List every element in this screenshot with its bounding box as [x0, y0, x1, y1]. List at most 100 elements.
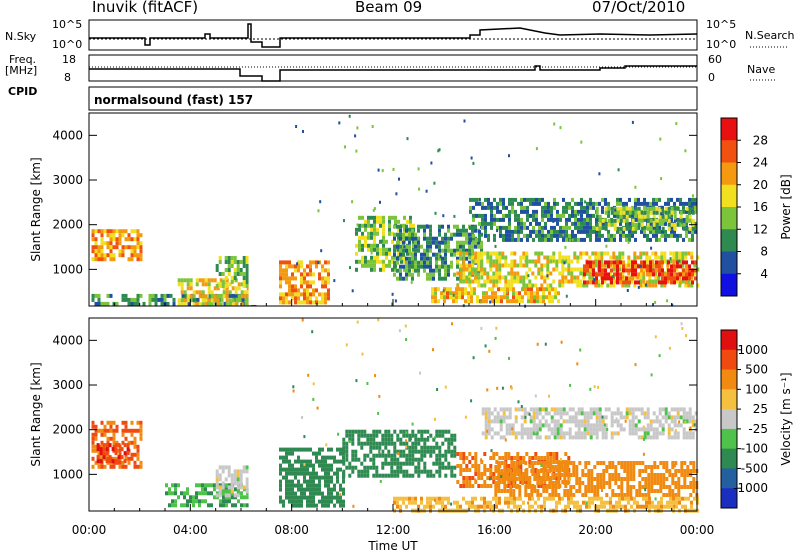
- power-cell: [522, 263, 526, 268]
- nsearch-tick-top: 10^5: [706, 18, 737, 31]
- velocity-cell: [105, 447, 109, 452]
- velocity-cell: [674, 485, 678, 489]
- power-cell: [438, 268, 441, 273]
- velocity-cell: [420, 457, 424, 462]
- power-cell: [294, 296, 297, 301]
- velocity-cell: [483, 452, 487, 456]
- power-cell: [282, 272, 285, 277]
- power-cell: [506, 299, 509, 304]
- power-cell: [518, 299, 521, 304]
- power-cell: [373, 231, 376, 236]
- power-speck: [549, 207, 552, 211]
- velocity-cell: [539, 481, 543, 485]
- power-cell: [643, 210, 647, 215]
- velocity-cell: [215, 493, 219, 498]
- power-cell: [477, 272, 480, 277]
- power-cell: [627, 255, 631, 260]
- velocity-cell: [574, 431, 578, 436]
- velocity-cell: [563, 473, 567, 477]
- velocity-cell: [552, 468, 556, 472]
- power-cell: [475, 201, 478, 206]
- power-cell: [652, 229, 655, 234]
- velocity-cell: [636, 500, 639, 505]
- velocity-cell: [525, 452, 529, 456]
- velocity-cell: [653, 477, 657, 481]
- velocity-cell: [634, 427, 638, 432]
- power-cell: [303, 288, 306, 293]
- power-cell: [649, 260, 652, 265]
- velocity-cell: [315, 491, 318, 496]
- velocity-cell: [222, 499, 225, 504]
- power-cell: [444, 236, 447, 241]
- velocity-speck: [312, 397, 315, 401]
- velocity-cell: [665, 485, 669, 489]
- velocity-cell: [622, 415, 626, 420]
- velocity-cell: [112, 432, 116, 437]
- velocity-cell: [553, 407, 557, 412]
- power-cell: [670, 222, 674, 227]
- power-cell: [160, 297, 164, 302]
- velocity-cell: [614, 481, 618, 485]
- power-cell: [546, 271, 550, 276]
- power-cell: [528, 259, 532, 264]
- power-cell: [553, 217, 556, 222]
- velocity-cell: [106, 456, 110, 461]
- velocity-cell: [632, 469, 636, 473]
- velocity-cell: [339, 447, 342, 452]
- power-cell: [537, 259, 541, 264]
- velocity-cell: [638, 461, 642, 465]
- power-cell: [676, 222, 680, 227]
- velocity-cell: [490, 435, 494, 440]
- power-cell: [282, 260, 285, 265]
- velocity-cell: [505, 427, 509, 432]
- power-cell: [237, 286, 241, 291]
- power-cell: [228, 298, 232, 303]
- velocity-cell: [555, 460, 559, 464]
- power-speck: [660, 212, 663, 216]
- power-cell: [388, 251, 391, 256]
- velocity-cell: [477, 464, 481, 468]
- power-cell: [643, 214, 647, 219]
- power-cell: [490, 221, 493, 226]
- velocity-cell: [417, 469, 421, 474]
- power-cell: [279, 300, 282, 305]
- power-speck: [442, 214, 445, 218]
- velocity-cell: [614, 465, 618, 469]
- velocity-cell: [297, 483, 300, 488]
- velocity-cell: [315, 471, 318, 476]
- velocity-cell: [330, 475, 333, 480]
- velocity-cell: [486, 500, 489, 505]
- velocity-cell: [414, 496, 417, 501]
- velocity-cell: [671, 493, 675, 497]
- power-cell: [154, 301, 158, 306]
- velocity-cell: [483, 472, 487, 476]
- velocity-speck: [536, 342, 539, 346]
- power-cell: [361, 259, 364, 264]
- power-cell: [393, 272, 396, 277]
- power-cell: [595, 229, 598, 234]
- power-cell: [658, 268, 661, 273]
- velocity-cell: [222, 503, 225, 508]
- velocity-cell: [676, 411, 680, 416]
- velocity-cell: [399, 496, 402, 501]
- velocity-cell: [609, 500, 612, 505]
- velocity-cell: [641, 469, 645, 473]
- power-cell: [685, 229, 688, 234]
- velocity-cell: [586, 431, 590, 436]
- velocity-cell: [615, 504, 618, 509]
- velocity-cell: [652, 419, 656, 424]
- power-cell: [220, 297, 224, 302]
- power-cell: [121, 293, 125, 298]
- power-cell: [510, 283, 514, 288]
- power-cell: [482, 295, 485, 300]
- power-cell: [625, 268, 628, 273]
- power-cell: [501, 251, 505, 256]
- power-cell: [97, 249, 101, 254]
- power-cell: [370, 255, 373, 260]
- velocity-cell: [294, 491, 297, 496]
- velocity-cell: [589, 415, 593, 420]
- power-cell: [499, 233, 502, 238]
- velocity-cell: [288, 459, 291, 464]
- velocity-cell: [103, 428, 107, 433]
- power-cell: [213, 294, 217, 299]
